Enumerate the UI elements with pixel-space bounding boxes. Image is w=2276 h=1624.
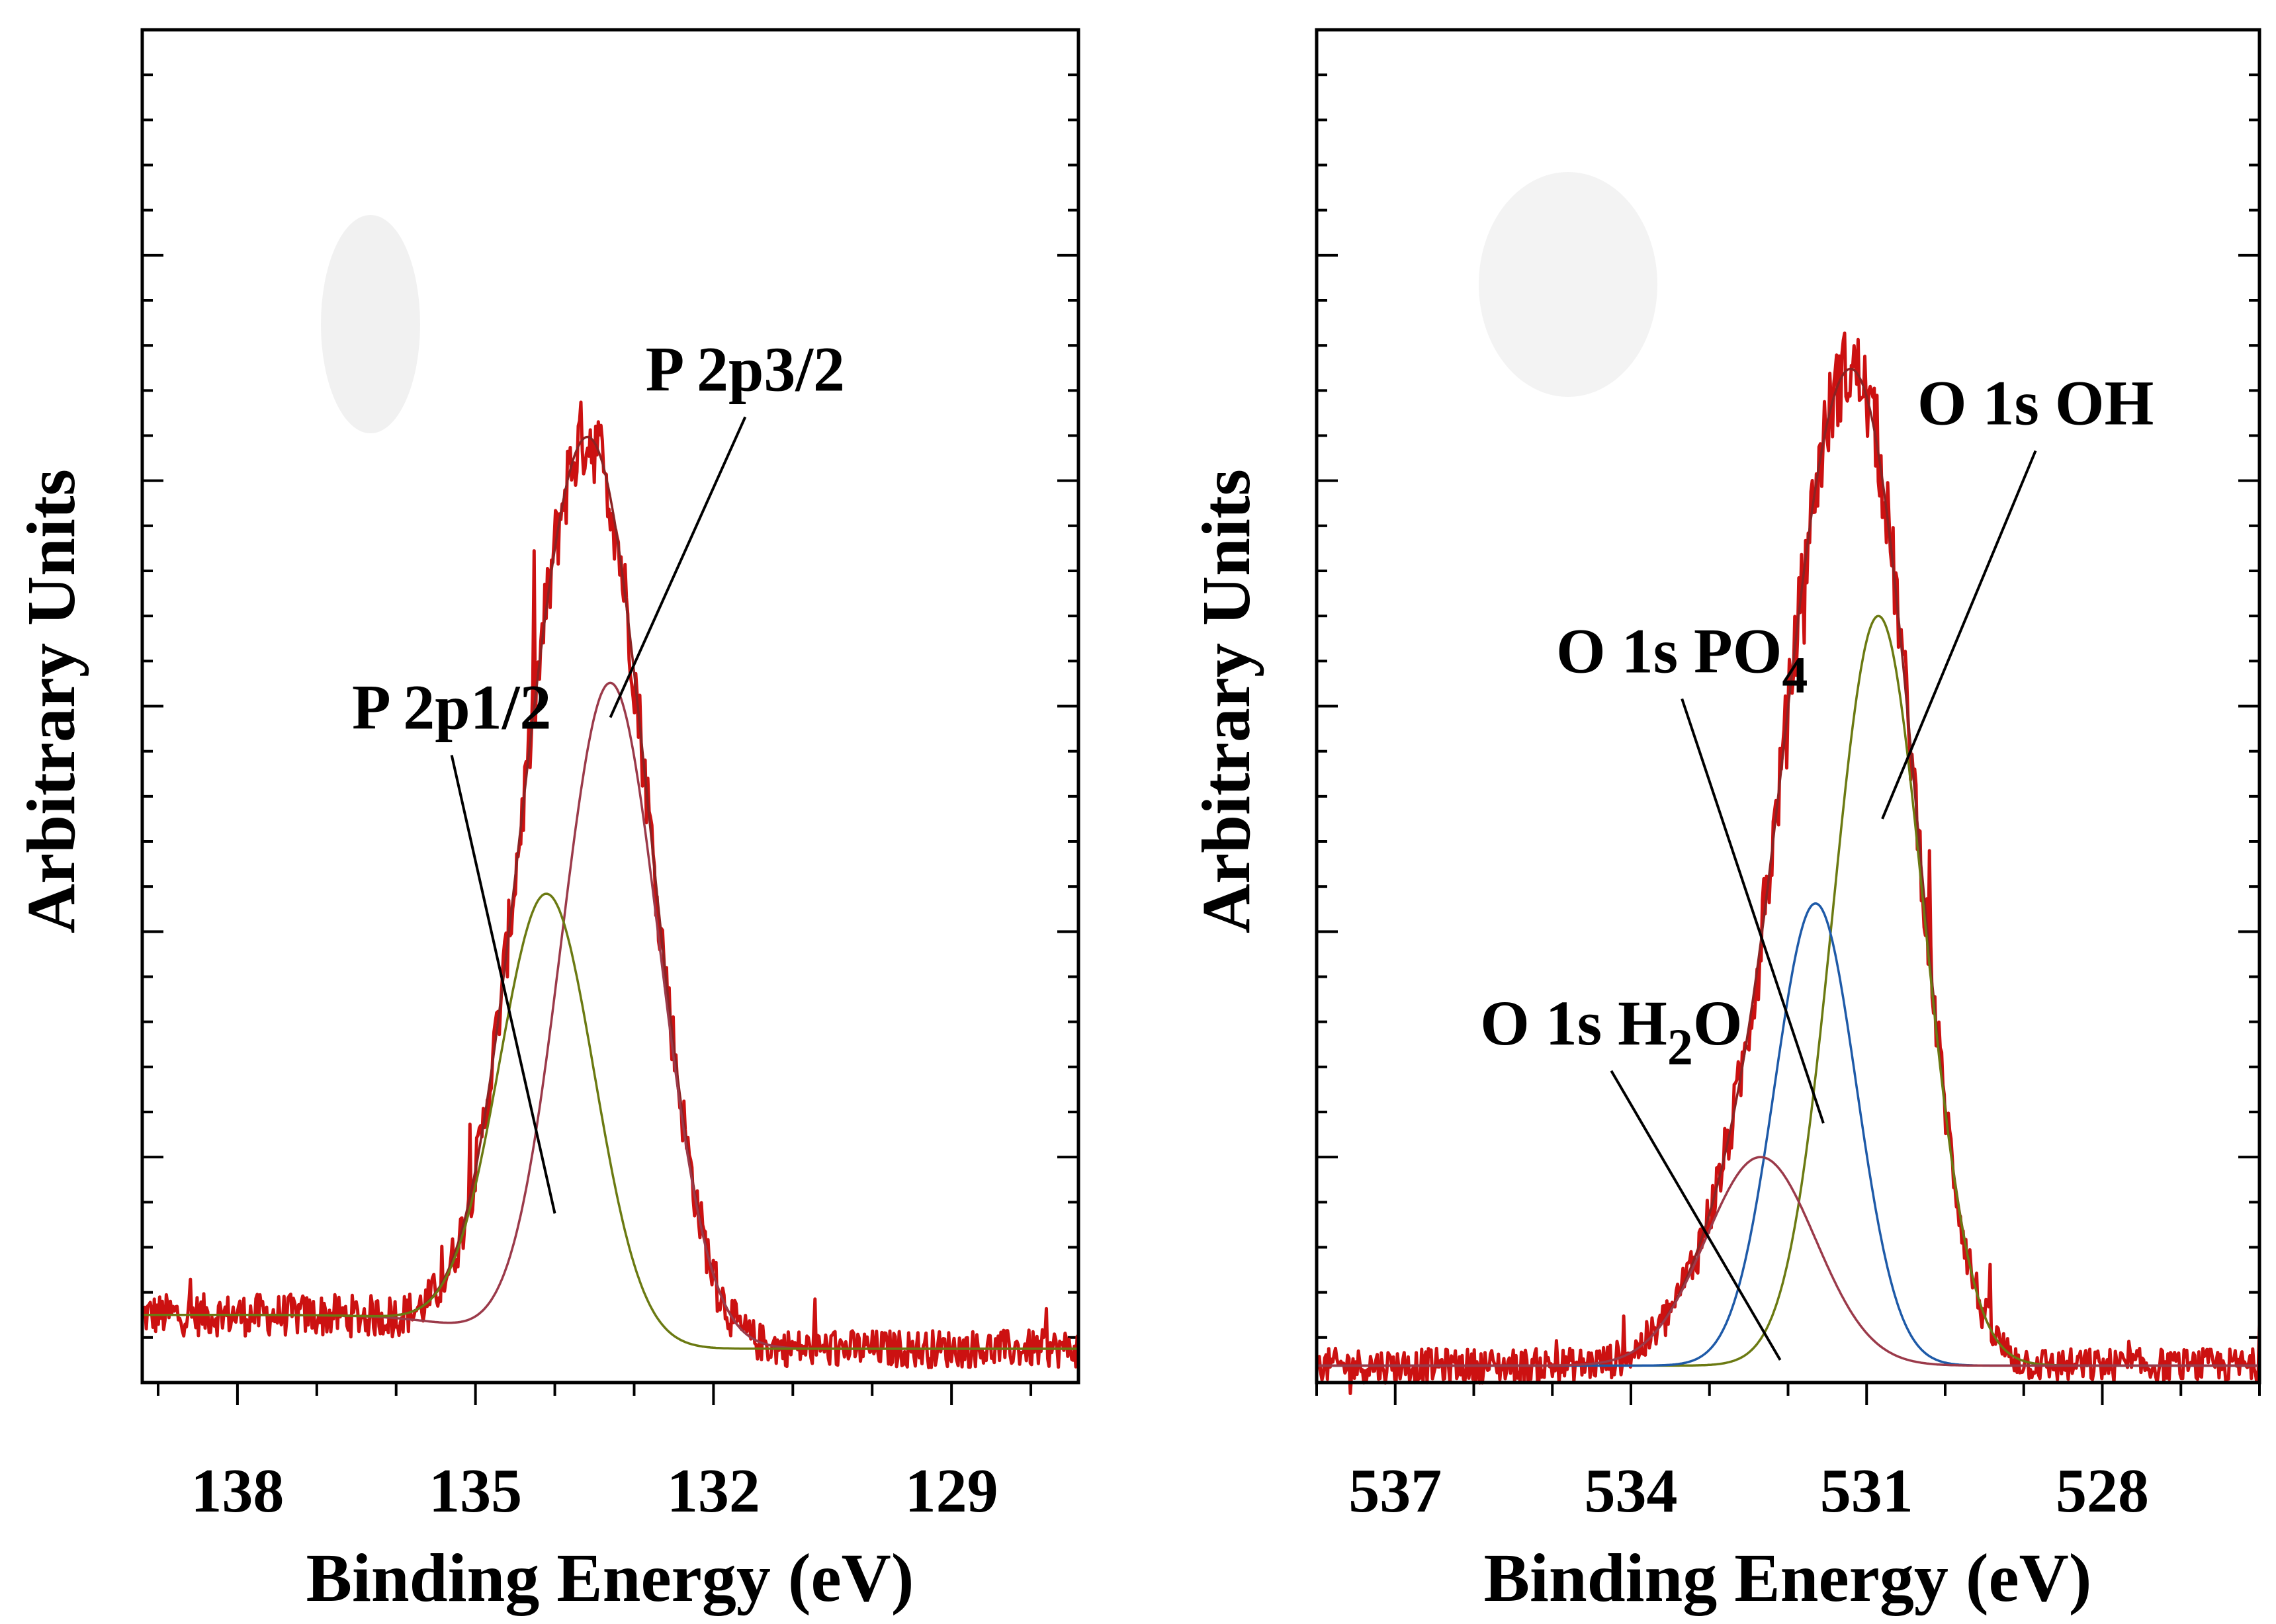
p2p-ticks (142, 73, 1078, 1405)
annotation-leader-line (609, 416, 747, 718)
annotation-text: O 1s H (1480, 988, 1667, 1058)
annotation-leader-line (450, 755, 556, 1214)
annotation-text: P 2p1/2 (352, 672, 551, 743)
o1s-tick-labels: 537 534 531 528 (1348, 1457, 2149, 1525)
o1s-x-axis-label: Binding Energy (eV) (1484, 1540, 2092, 1616)
annotation-text: P 2p3/2 (646, 333, 845, 404)
o1s-xtick-label: 528 (2056, 1457, 2149, 1525)
p-2p1-2-component-line (142, 892, 1078, 1350)
o1s-curves (1315, 331, 2261, 1395)
p2p-panel: 138 135 132 129 Binding Energy (eV) Arbi… (13, 28, 1080, 1616)
scan-artifact (321, 215, 420, 433)
o1s-xtick-label: 534 (1585, 1457, 1678, 1525)
p2p-xtick-label: 132 (667, 1457, 760, 1525)
annotation-leader-line (1881, 450, 2037, 820)
o1s-y-axis-label: Arbitrary Units (1188, 469, 1264, 933)
p2p-xtick-label: 129 (905, 1457, 998, 1525)
p2p-label-p2p1-2: P 2p1/2 (352, 672, 551, 743)
o1s-annotations: O 1s OH O 1s PO4 O 1s H2O (1480, 367, 2154, 1075)
p2p-xtick-label: 138 (191, 1457, 284, 1525)
o1s-panel: 537 534 531 528 Binding Energy (eV) Arbi… (1188, 28, 2261, 1616)
annotation-subscript: 2 (1667, 1018, 1693, 1076)
annotation-subscript: 4 (1782, 646, 1808, 703)
p2p-leaders (450, 416, 747, 1214)
p2p-curves (141, 400, 1080, 1369)
annotation-text: O 1s PO (1556, 615, 1782, 686)
p2p-xtick-label: 135 (429, 1457, 522, 1525)
p2p-x-axis-label: Binding Energy (eV) (306, 1540, 914, 1616)
p2p-annotations: P 2p3/2 P 2p1/2 (352, 333, 845, 742)
annotation-leader-line (1681, 698, 1825, 1124)
p2p-label-p2p3-2: P 2p3/2 (646, 333, 845, 404)
o1s-xtick-label: 537 (1348, 1457, 1442, 1525)
scan-artifact (1479, 172, 1657, 397)
o1s-xtick-label: 531 (1820, 1457, 1913, 1525)
annotation-text: O 1s OH (1917, 367, 2154, 438)
o-1s-h2o-component-line (1317, 1156, 2259, 1367)
o1s-leaders (1610, 450, 2037, 1361)
o1s-label-oh: O 1s OH (1917, 367, 2154, 438)
o1s-plot-frame (1315, 28, 2261, 1385)
o1s-label-po4: O 1s PO4 (1556, 615, 1808, 703)
o1s-label-h2o: O 1s H2O (1480, 988, 1742, 1076)
p2p-tick-labels: 138 135 132 129 (191, 1457, 998, 1525)
p2p-y-axis-label: Arbitrary Units (13, 469, 89, 933)
annotation-tail: O (1693, 988, 1743, 1058)
annotation-leader-line (1610, 1070, 1782, 1361)
p2p-plot-frame (140, 28, 1080, 1385)
